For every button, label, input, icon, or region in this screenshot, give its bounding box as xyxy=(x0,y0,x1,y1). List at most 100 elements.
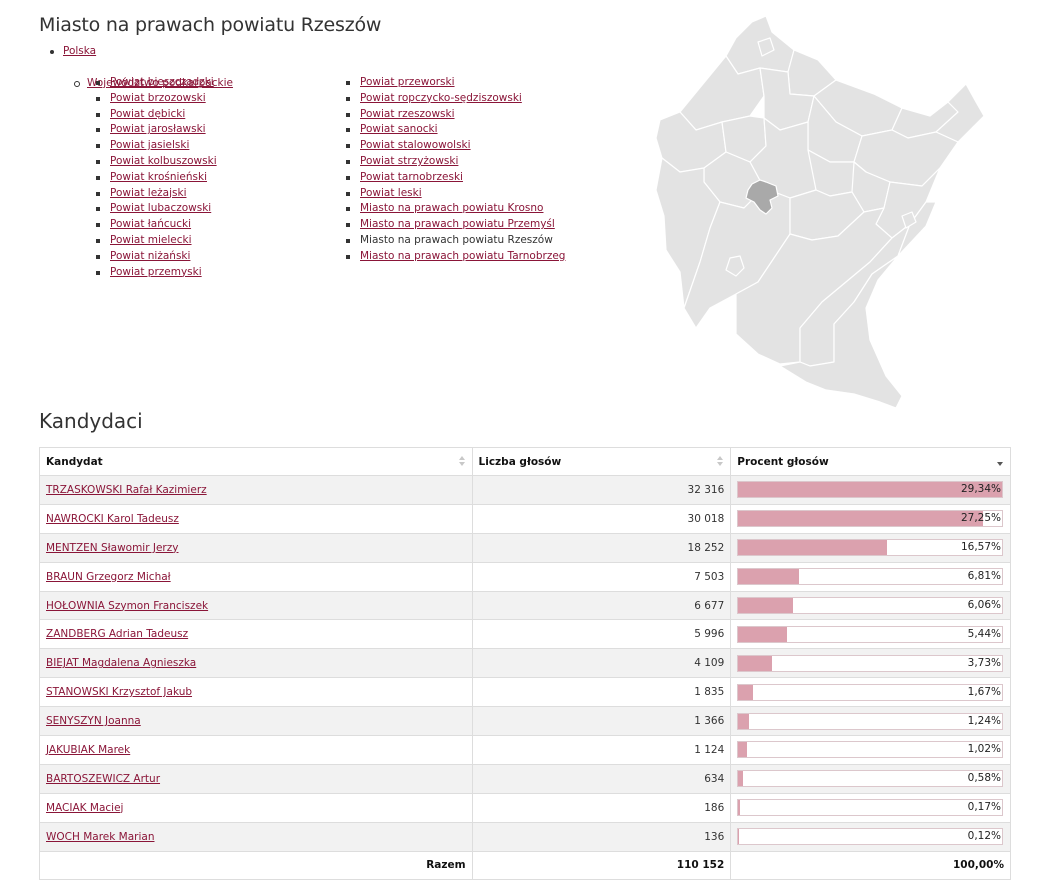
total-label: Razem xyxy=(39,850,473,880)
district-link[interactable]: Powiat przemyski xyxy=(110,265,202,278)
district-list-item: Powiat leski xyxy=(345,186,565,202)
district-list-item: Powiat leżajski xyxy=(96,186,217,202)
column-header-percent[interactable]: Procent głosów xyxy=(730,447,1011,476)
candidate-link[interactable]: MENTZEN Sławomir Jerzy xyxy=(46,541,179,554)
candidate-cell: TRZASKOWSKI Rafał Kazimierz xyxy=(39,475,473,505)
table-row: BRAUN Grzegorz Michał 7 503 6,81% xyxy=(39,561,1011,592)
map-district-lubaczowski[interactable] xyxy=(935,83,985,143)
candidate-cell: BRAUN Grzegorz Michał xyxy=(39,561,473,592)
breadcrumb-link-country[interactable]: Polska xyxy=(63,45,97,57)
percent-bar: 5,44% xyxy=(737,625,1003,643)
map-district-bieszczadzki[interactable] xyxy=(779,201,937,409)
table-row: SENYSZYN Joanna 1 366 1,24% xyxy=(39,706,1011,737)
district-link[interactable]: Powiat brzozowski xyxy=(110,91,206,104)
percent-value: 29,34% xyxy=(960,483,1001,496)
district-list-item: Powiat ropczycko-sędziszowski xyxy=(345,91,565,107)
votes-cell: 634 xyxy=(471,763,732,794)
candidate-link[interactable]: BIEJAT Magdalena Agnieszka xyxy=(46,657,197,670)
candidate-link[interactable]: STANOWSKI Krzysztof Jakub xyxy=(46,686,193,699)
current-district-label: Miasto na prawach powiatu Rzeszów xyxy=(360,233,553,246)
district-link[interactable]: Powiat jasielski xyxy=(110,139,190,152)
district-link[interactable]: Powiat krośnieński xyxy=(110,170,207,183)
district-link[interactable]: Powiat niżański xyxy=(110,249,191,262)
table-row: JAKUBIAK Marek 1 124 1,02% xyxy=(39,735,1011,765)
district-list-item: Miasto na prawach powiatu Przemyśl xyxy=(345,217,565,233)
district-link[interactable]: Miasto na prawach powiatu Tarnobrzeg xyxy=(360,249,566,262)
percent-cell: 1,02% xyxy=(730,735,1011,765)
table-row: WOCH Marek Marian 136 0,12% xyxy=(39,821,1011,852)
district-link[interactable]: Miasto na prawach powiatu Krosno xyxy=(360,202,544,215)
district-list-item: Powiat przemyski xyxy=(96,265,217,281)
percent-bar: 27,25% xyxy=(737,510,1003,528)
candidate-link[interactable]: TRZASKOWSKI Rafał Kazimierz xyxy=(46,483,207,496)
district-list-item: Powiat mielecki xyxy=(96,233,217,249)
percent-bar: 0,12% xyxy=(737,828,1003,846)
breadcrumb-item-voivodeship: Województwo podkarpackie xyxy=(74,76,233,92)
district-link[interactable]: Powiat tarnobrzeski xyxy=(360,170,463,183)
district-link[interactable]: Powiat dębicki xyxy=(110,107,186,120)
candidate-link[interactable]: JAKUBIAK Marek xyxy=(46,743,131,756)
district-link[interactable]: Powiat sanocki xyxy=(360,123,438,136)
votes-cell: 6 677 xyxy=(471,590,732,621)
candidate-cell: JAKUBIAK Marek xyxy=(39,735,473,765)
district-link[interactable]: Powiat jarosławski xyxy=(110,123,206,136)
map-city-krosno[interactable] xyxy=(725,255,745,277)
total-votes: 110 152 xyxy=(471,850,732,880)
district-link[interactable]: Powiat ropczycko-sędziszowski xyxy=(360,91,522,104)
table-row: STANOWSKI Krzysztof Jakub 1 835 1,67% xyxy=(39,677,1011,708)
map-city-tarnobrzeg[interactable] xyxy=(757,37,775,57)
table-footer-row: Razem 110 152 100,00% xyxy=(39,850,1011,880)
table-row: BARTOSZEWICZ Artur 634 0,58% xyxy=(39,763,1011,794)
percent-value: 0,17% xyxy=(967,801,1001,814)
percent-cell: 29,34% xyxy=(730,475,1011,505)
column-header-candidate[interactable]: Kandydat xyxy=(39,447,473,476)
map-city-rzeszow[interactable] xyxy=(745,179,779,215)
percent-bar-fill xyxy=(738,598,793,613)
candidate-link[interactable]: BRAUN Grzegorz Michał xyxy=(46,570,171,583)
candidate-link[interactable]: ZANDBERG Adrian Tadeusz xyxy=(46,628,189,641)
candidate-link[interactable]: SENYSZYN Joanna xyxy=(46,715,141,728)
candidate-cell: NAWROCKI Karol Tadeusz xyxy=(39,503,473,534)
percent-value: 6,06% xyxy=(967,599,1001,611)
district-list-item: Powiat dębicki xyxy=(96,107,217,123)
district-link[interactable]: Powiat stalowowolski xyxy=(360,139,471,152)
district-link[interactable]: Powiat przeworski xyxy=(360,76,455,88)
percent-bar: 6,06% xyxy=(737,597,1003,614)
district-list-item: Powiat przeworski xyxy=(345,75,565,91)
percent-cell: 27,25% xyxy=(730,503,1011,534)
table-row: MENTZEN Sławomir Jerzy 18 252 16,57% xyxy=(39,532,1011,563)
candidate-link[interactable]: HOŁOWNIA Szymon Franciszek xyxy=(46,599,209,612)
percent-bar-fill xyxy=(738,482,1002,498)
district-link[interactable]: Powiat kolbuszowski xyxy=(110,154,217,167)
breadcrumb-link-voivodeship[interactable]: Województwo podkarpackie xyxy=(87,76,233,89)
percent-cell: 0,17% xyxy=(730,792,1011,823)
district-link[interactable]: Powiat strzyżowski xyxy=(360,154,459,167)
percent-bar-fill xyxy=(738,540,888,556)
votes-cell: 1 124 xyxy=(471,735,732,765)
percent-value: 6,81% xyxy=(967,570,1001,583)
district-link[interactable]: Powiat mielecki xyxy=(110,233,192,246)
column-header-votes[interactable]: Liczba głosów xyxy=(471,447,732,476)
candidate-link[interactable]: MACIAK Maciej xyxy=(46,801,124,814)
candidate-cell: ZANDBERG Adrian Tadeusz xyxy=(39,619,473,650)
candidate-link[interactable]: NAWROCKI Karol Tadeusz xyxy=(46,512,179,525)
district-link[interactable]: Powiat rzeszowski xyxy=(360,107,455,120)
map-city-przemysl[interactable] xyxy=(901,211,917,229)
table-header-row: Kandydat Liczba głosów Procent głosów xyxy=(39,447,1011,476)
district-link[interactable]: Powiat lubaczowski xyxy=(110,202,212,215)
district-link[interactable]: Powiat łańcucki xyxy=(110,218,192,231)
district-list-item: Powiat lubaczowski xyxy=(96,201,217,217)
district-link[interactable]: Powiat bieszczadzki xyxy=(110,76,214,88)
percent-value: 1,24% xyxy=(967,714,1001,727)
percent-cell: 1,67% xyxy=(730,677,1011,708)
candidate-link[interactable]: BARTOSZEWICZ Artur xyxy=(46,772,161,785)
percent-bar: 1,24% xyxy=(737,712,1003,730)
votes-cell: 1 835 xyxy=(471,677,732,708)
breadcrumb: Polska Województwo podkarpackie Powiat b… xyxy=(39,44,565,278)
candidate-link[interactable]: WOCH Marek Marian xyxy=(46,830,155,843)
district-link[interactable]: Powiat leżajski xyxy=(110,186,187,199)
district-link[interactable]: Miasto na prawach powiatu Przemyśl xyxy=(360,218,555,231)
votes-cell: 4 109 xyxy=(471,648,732,679)
percent-cell: 5,44% xyxy=(730,619,1011,650)
district-link[interactable]: Powiat leski xyxy=(360,186,422,199)
